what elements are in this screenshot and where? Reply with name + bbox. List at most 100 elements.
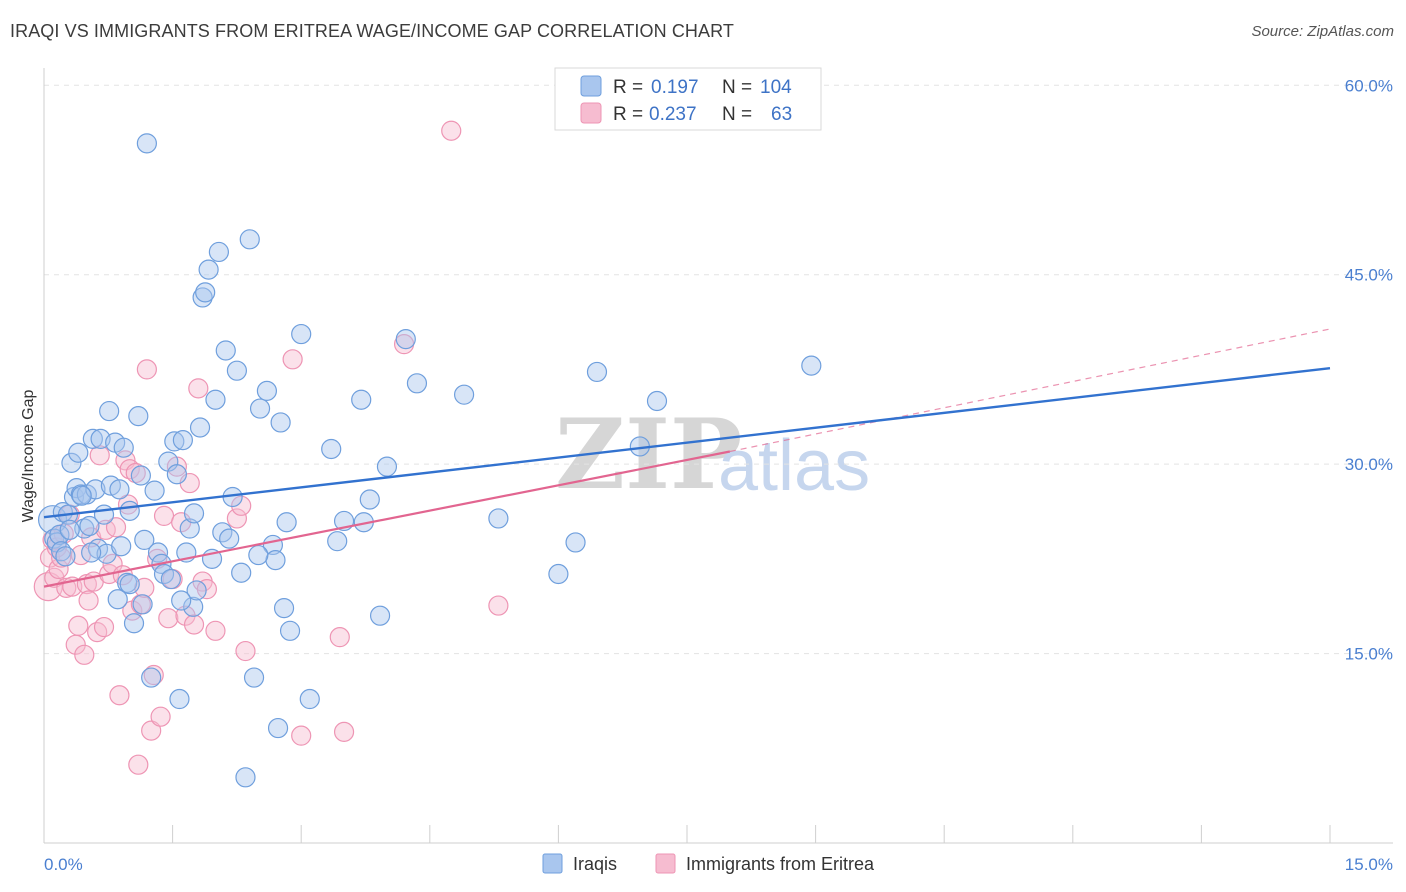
data-point [160,568,181,590]
data-point [453,384,475,405]
data-point [198,259,219,280]
bottom-legend: Iraqis Immigrants from Eritrea [542,853,875,874]
bottom-legend-label-eritrea: Immigrants from Eritrea [686,854,875,874]
source-credit: Source: ZipAtlas.com [1251,23,1394,40]
axes [43,68,1393,844]
trend-line-eritrea-extension [729,328,1331,453]
data-point [147,542,169,563]
y-axis-label: Wage/Income Gap [20,390,37,523]
data-point [215,340,236,361]
data-point [321,438,342,460]
data-point [195,282,216,303]
y-tick-label: 45.0% [1345,266,1393,285]
data-point [93,504,115,525]
data-point [239,229,260,250]
data-point [265,550,286,571]
data-point [299,688,320,710]
x-tick-max: 15.0% [1345,855,1393,874]
data-point [144,480,165,501]
data-point [183,614,205,635]
data-point [488,595,509,616]
watermark-atlas: atlas [718,426,870,506]
data-point [406,373,428,394]
data-point [267,717,289,739]
data-point [123,613,145,634]
legend-swatch-eritrea [580,102,602,124]
data-point [143,664,164,686]
data-point [276,512,297,533]
data-point [196,579,217,600]
legend-n-value-1: 104 [760,77,792,98]
data-point [270,412,291,433]
data-point [282,349,303,370]
data-point [186,580,207,601]
data-point [141,667,162,688]
data-point [164,431,185,452]
data-point [548,563,569,585]
data-point [801,355,822,376]
data-point [329,627,350,648]
data-point [109,479,130,500]
data-point [107,589,128,610]
data-point [59,519,80,540]
trend-line-iraqis [43,366,1331,519]
data-point [646,390,668,412]
data-point [273,597,295,619]
data-point [488,508,509,529]
data-point [179,518,200,539]
data-point [226,508,247,529]
data-point [291,725,312,746]
data-point [105,517,127,538]
data-point [333,721,355,742]
data-point [243,667,265,688]
data-point [109,685,130,706]
data-point [249,398,271,419]
data-point [359,489,380,510]
data-point [565,532,586,553]
data-point [78,590,99,611]
data-point [81,542,102,563]
data-point [169,688,190,710]
series-eritrea [33,120,509,775]
data-point [235,767,256,788]
legend-n-label-1: N = [722,77,752,98]
data-point [119,574,140,595]
data-point [79,515,100,537]
y-tick-label: 30.0% [1345,455,1393,474]
data-point [113,437,134,458]
data-point [130,465,151,486]
data-point [205,620,226,641]
data-point [68,615,89,636]
legend-r-label-1: R = [613,77,643,98]
y-tick-labels: 15.0% 30.0% 45.0% 60.0% [1345,76,1393,663]
data-point [376,456,398,477]
data-point [226,360,247,381]
data-point [441,120,462,141]
legend: R = 0.197 N = 104 R = 0.237 N = 63 [554,67,822,131]
legend-n-value-2: 63 [771,104,792,125]
data-point [189,417,211,438]
data-point [55,546,76,567]
data-point [395,329,416,350]
data-point [141,720,162,741]
data-point [166,464,187,485]
data-point [586,361,608,383]
data-point [231,495,252,516]
data-point [248,544,269,566]
trend-lines [43,328,1331,588]
data-point [183,503,205,524]
bottom-legend-swatch-eritrea [655,853,676,874]
data-point [74,644,95,665]
data-point [208,241,229,263]
data-point [74,518,95,539]
data-point [279,620,301,641]
data-point [134,529,155,551]
x-tick-min: 0.0% [44,855,83,874]
data-point [219,528,240,549]
legend-swatch-iraqis [580,75,602,97]
data-point [171,590,192,611]
data-point [291,323,312,345]
data-point [235,640,256,662]
data-point [256,380,278,401]
